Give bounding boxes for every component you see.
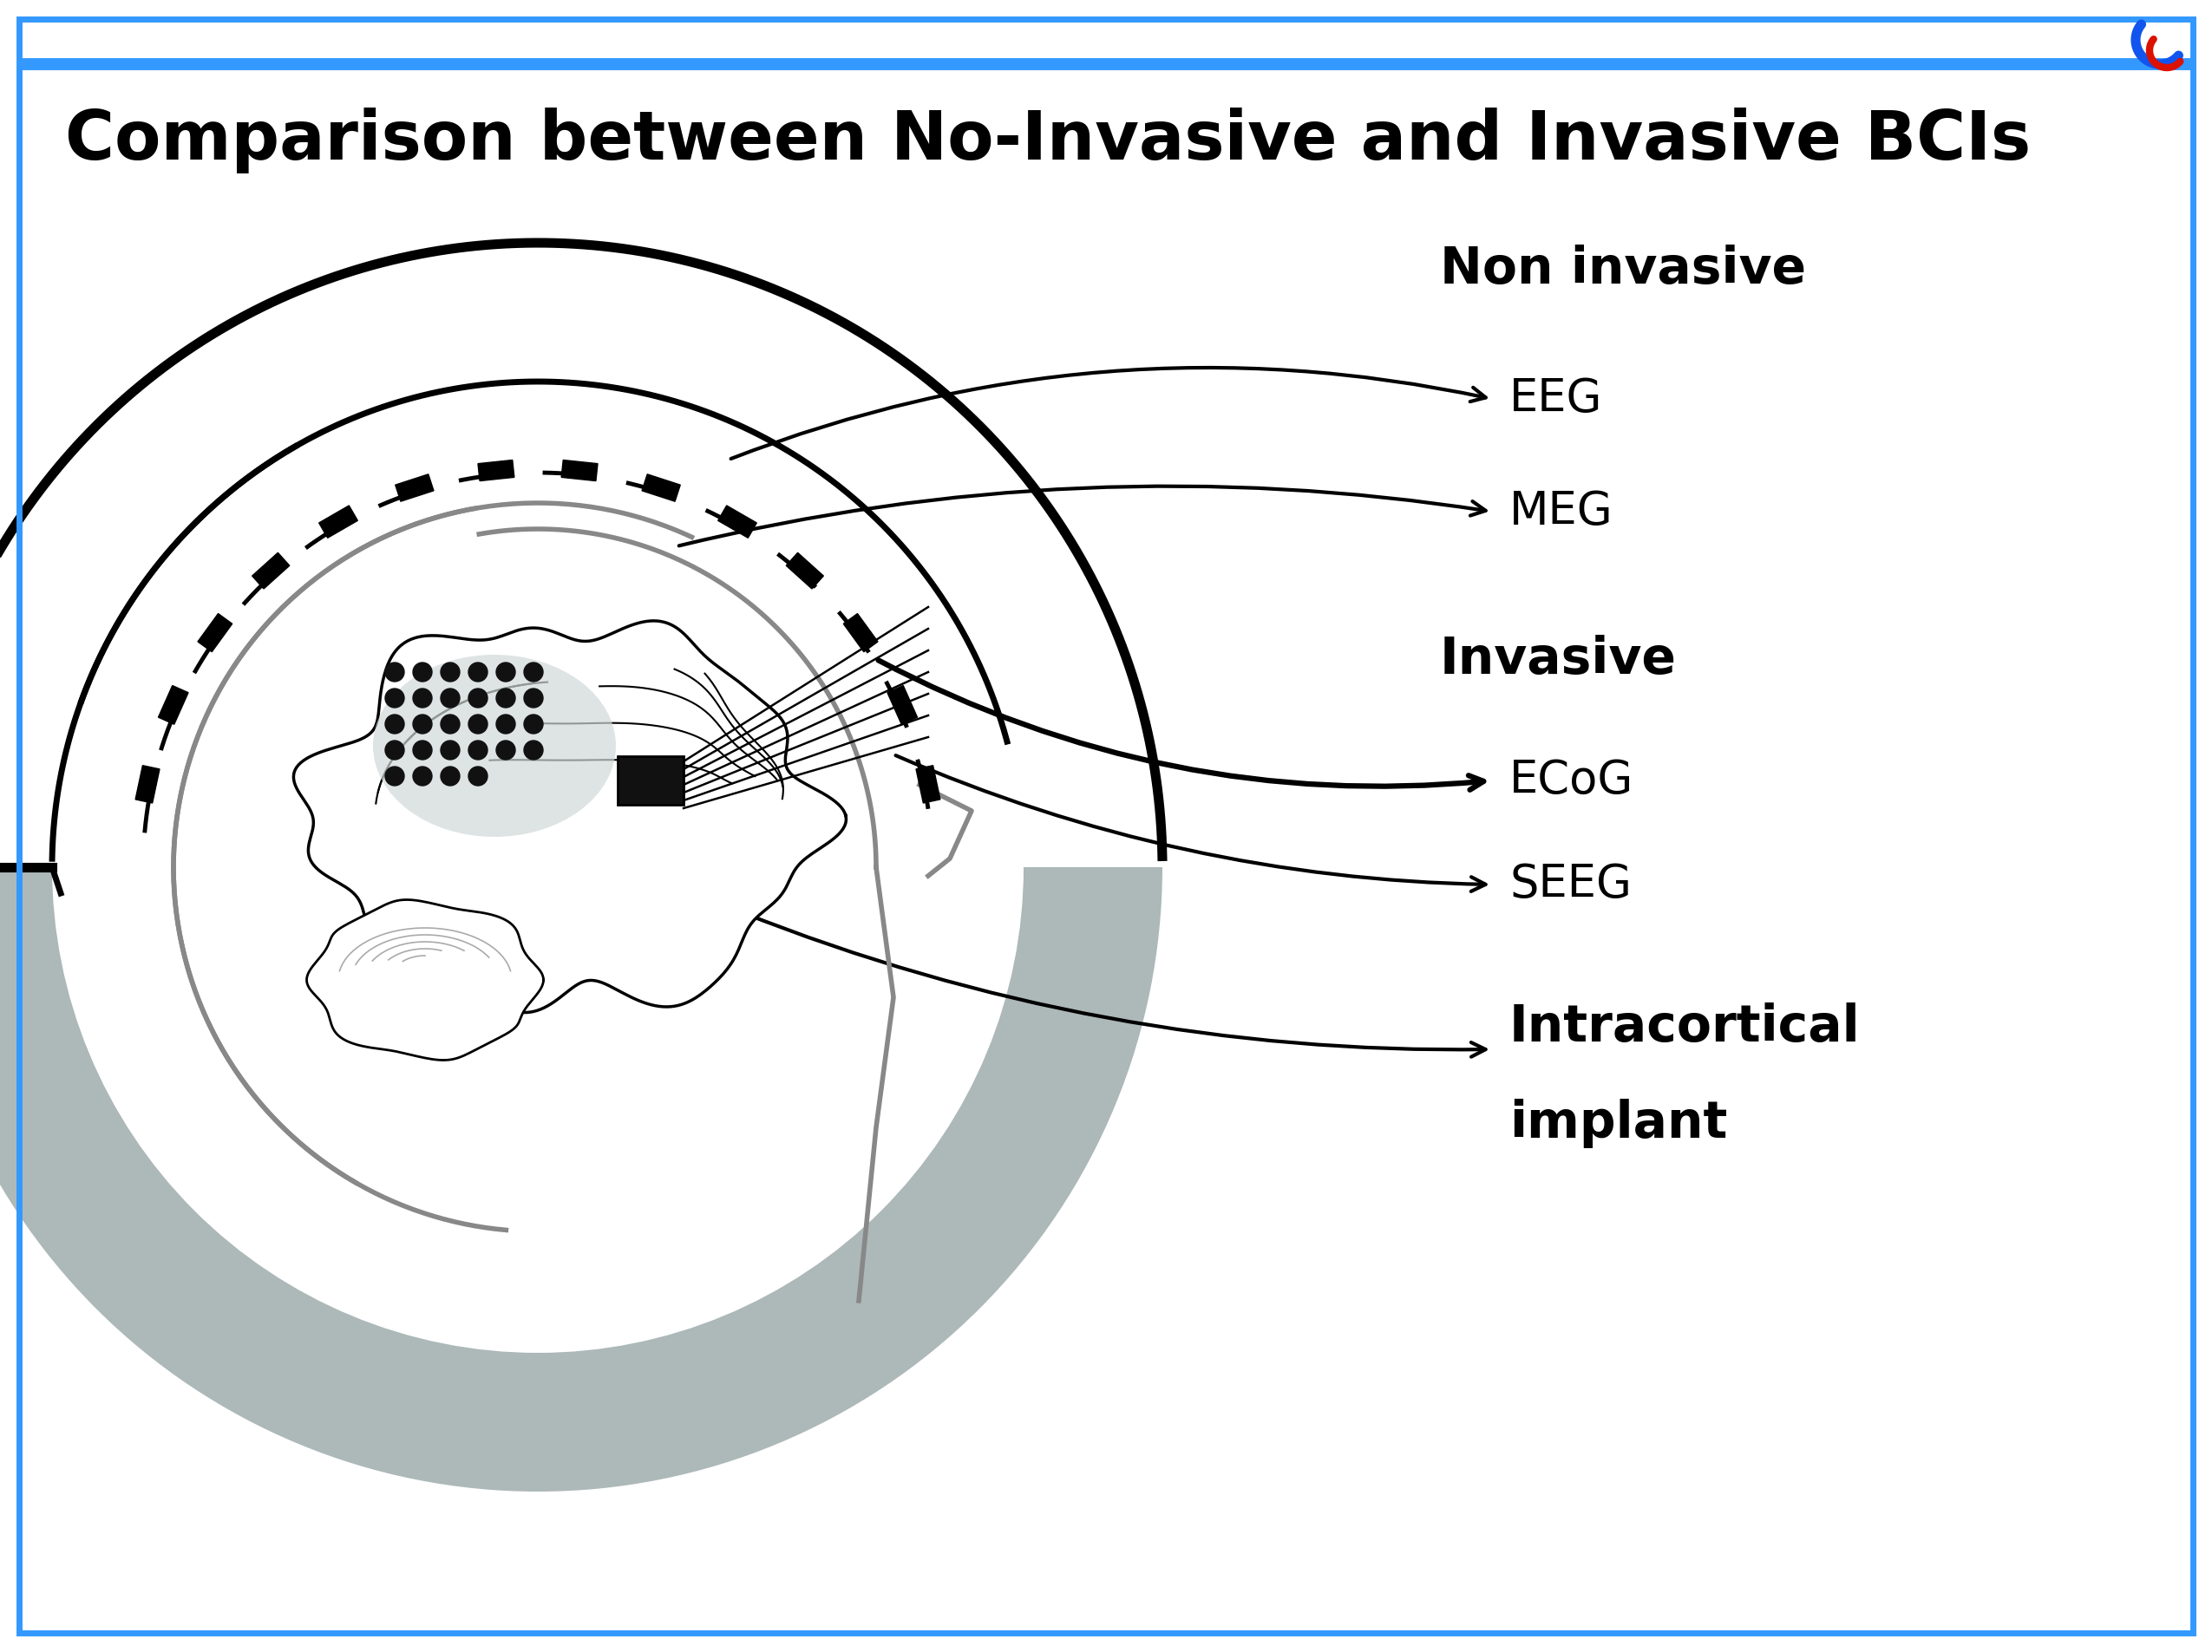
- Bar: [319, 506, 358, 539]
- Circle shape: [385, 662, 405, 682]
- Bar: [159, 686, 188, 724]
- Bar: [562, 459, 597, 481]
- Circle shape: [414, 689, 431, 707]
- Bar: [641, 474, 681, 502]
- Bar: [197, 613, 232, 653]
- Circle shape: [495, 662, 515, 682]
- Text: implant: implant: [1509, 1099, 1728, 1148]
- Text: Non invasive: Non invasive: [1440, 244, 1807, 294]
- Circle shape: [495, 740, 515, 760]
- Circle shape: [524, 740, 542, 760]
- Bar: [843, 613, 878, 653]
- Bar: [252, 553, 290, 588]
- Text: ECoG: ECoG: [1509, 758, 1635, 803]
- Bar: [785, 553, 823, 588]
- Bar: [719, 506, 757, 539]
- Text: EEG: EEG: [1509, 377, 1604, 421]
- Circle shape: [495, 715, 515, 733]
- Bar: [887, 686, 918, 724]
- Circle shape: [524, 662, 542, 682]
- Circle shape: [469, 740, 487, 760]
- Wedge shape: [53, 867, 1024, 1353]
- Circle shape: [414, 767, 431, 786]
- Circle shape: [495, 689, 515, 707]
- Circle shape: [469, 689, 487, 707]
- Circle shape: [414, 662, 431, 682]
- Ellipse shape: [374, 654, 615, 838]
- Circle shape: [440, 689, 460, 707]
- Circle shape: [524, 715, 542, 733]
- Circle shape: [385, 767, 405, 786]
- Circle shape: [161, 491, 916, 1244]
- Bar: [478, 459, 513, 481]
- Circle shape: [385, 689, 405, 707]
- Text: MEG: MEG: [1509, 489, 1613, 534]
- Circle shape: [414, 715, 431, 733]
- Circle shape: [385, 715, 405, 733]
- Text: Intracortical: Intracortical: [1509, 1003, 1860, 1052]
- Bar: [396, 474, 434, 502]
- Circle shape: [469, 662, 487, 682]
- Circle shape: [440, 740, 460, 760]
- Polygon shape: [307, 900, 544, 1061]
- Circle shape: [469, 715, 487, 733]
- Circle shape: [385, 740, 405, 760]
- Text: Invasive: Invasive: [1440, 634, 1677, 684]
- Circle shape: [440, 715, 460, 733]
- Circle shape: [524, 689, 542, 707]
- Circle shape: [440, 767, 460, 786]
- Text: Comparison between No-Invasive and Invasive BCIs: Comparison between No-Invasive and Invas…: [64, 107, 2031, 173]
- Text: SEEG: SEEG: [1509, 862, 1632, 907]
- Bar: [916, 765, 940, 803]
- Polygon shape: [294, 621, 847, 1013]
- Circle shape: [414, 740, 431, 760]
- Wedge shape: [0, 867, 1161, 1492]
- Circle shape: [469, 767, 487, 786]
- Bar: [135, 765, 159, 803]
- Circle shape: [440, 662, 460, 682]
- Bar: [617, 757, 684, 805]
